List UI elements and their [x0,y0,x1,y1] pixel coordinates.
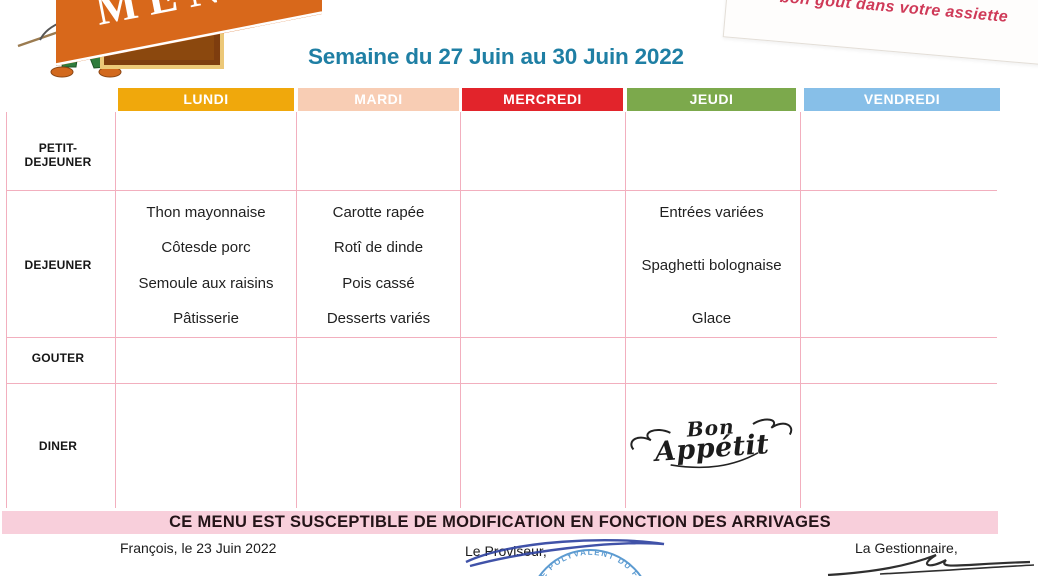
chef-illustration: MENU [17,0,323,78]
grid-line-row3 [6,383,997,384]
day-header-jeudi: JEUDI [627,88,796,111]
menu-item: Thon mayonnaise [146,204,266,221]
day-header-vendredi: VENDREDI [804,88,1000,111]
grid-line-row1 [6,190,997,191]
menu-item: Spaghetti bolognaise [641,257,782,275]
menu-item: Glace [691,310,732,328]
gestionnaire-signature [827,553,1035,576]
menu-sign-board [56,0,322,66]
menu-item: Pois cassé [342,274,415,292]
dejeuner-mardi-cell: Carotte rapée Rotî de dinde Pois cassé D… [298,205,459,327]
dejeuner-lundi-cell: Thon mayonnaise Côtesde porc Semoule aux… [118,205,294,327]
footer-gestionnaire: La Gestionnaire, [855,540,958,556]
grid-line-col4 [625,112,626,508]
day-header-mardi: MARDI [298,88,459,111]
menu-item: Rotî de dinde [333,239,424,257]
grid-line-col1 [115,112,116,508]
page-title: Semaine du 27 Juin au 30 Juin 2022 [308,44,684,69]
footer-date: François, le 23 Juin 2022 [120,540,277,556]
menu-item: Côtesde porc [161,239,251,257]
bon-appetit-script: Bon Appétit [624,394,798,486]
menu-item: Pâtisserie [173,310,239,328]
day-header-lundi: LUNDI [118,88,294,111]
meal-label-petit-dejeuner: PETIT-DEJEUNER [24,141,92,169]
official-stamp: E POLYVALENT DU FR [538,548,644,576]
meal-label-diner: DINER [38,439,78,453]
grid-line-col3 [460,112,461,508]
menu-item: Semoule aux raisins [138,274,274,292]
proviseur-signature [465,539,665,568]
grid-line-row2 [6,337,997,338]
chef-shoe-left [50,66,74,78]
day-header-mercredi: MERCREDI [462,88,623,111]
meal-label-dejeuner: DEJEUNER [24,258,92,272]
grid-line-col2 [296,112,297,508]
meal-label-gouter: GOUTER [31,351,85,365]
script-flourishes [630,418,793,469]
grid-line-col5 [800,112,801,508]
tagline-text: bon goût dans votre assiette [779,0,1009,26]
menu-sign-edge [55,11,323,66]
grid-line-left [6,112,7,508]
modification-notice-banner: CE MENU EST SUSCEPTIBLE DE MODIFICATION … [2,511,998,534]
menu-item: Entrées variées [659,204,764,221]
dejeuner-jeudi-cell: Entrées variées Spaghetti bolognaise Gla… [627,205,796,327]
menu-item: Carotte rapée [332,204,425,221]
tagline-sticker: bon goût dans votre assiette [722,0,1038,67]
menu-item: Desserts variés [326,310,431,328]
